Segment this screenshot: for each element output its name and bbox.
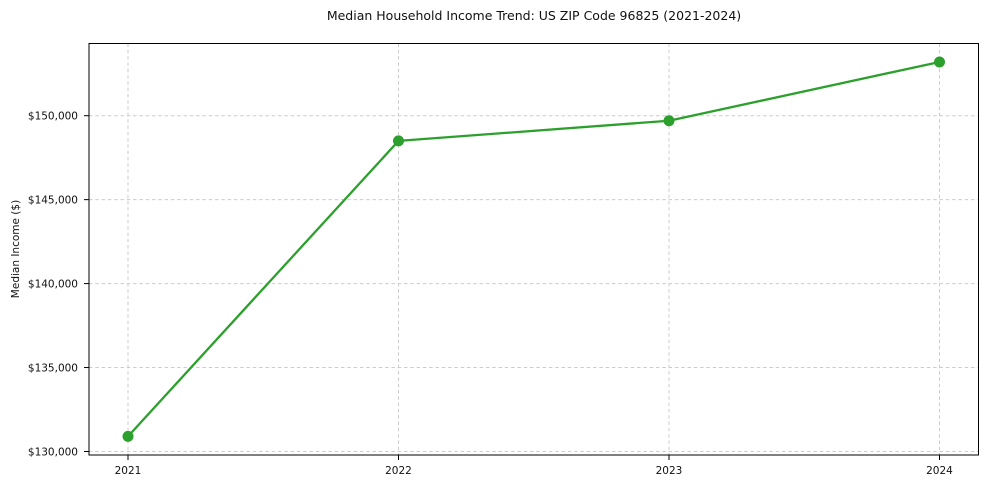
income-trend-line <box>126 60 941 438</box>
y-tick-label: $135,000 <box>28 362 78 374</box>
chart-title: Median Household Income Trend: US ZIP Co… <box>326 8 742 23</box>
x-tick-label: 2021 <box>115 465 142 477</box>
y-tick-label: $130,000 <box>28 446 78 458</box>
data-point-2022 <box>393 135 404 147</box>
plot-border <box>88 43 979 456</box>
data-point-2024 <box>934 56 945 68</box>
x-tick-label: 2022 <box>385 465 412 477</box>
y-tick-label: $140,000 <box>28 278 78 290</box>
x-tick-label: 2024 <box>926 465 953 477</box>
y-tick-label: $145,000 <box>28 194 78 206</box>
x-tick-label: 2023 <box>656 465 683 477</box>
y-tick-label: $150,000 <box>28 110 78 122</box>
data-point-2023 <box>663 115 675 127</box>
data-point-2021 <box>122 430 134 442</box>
